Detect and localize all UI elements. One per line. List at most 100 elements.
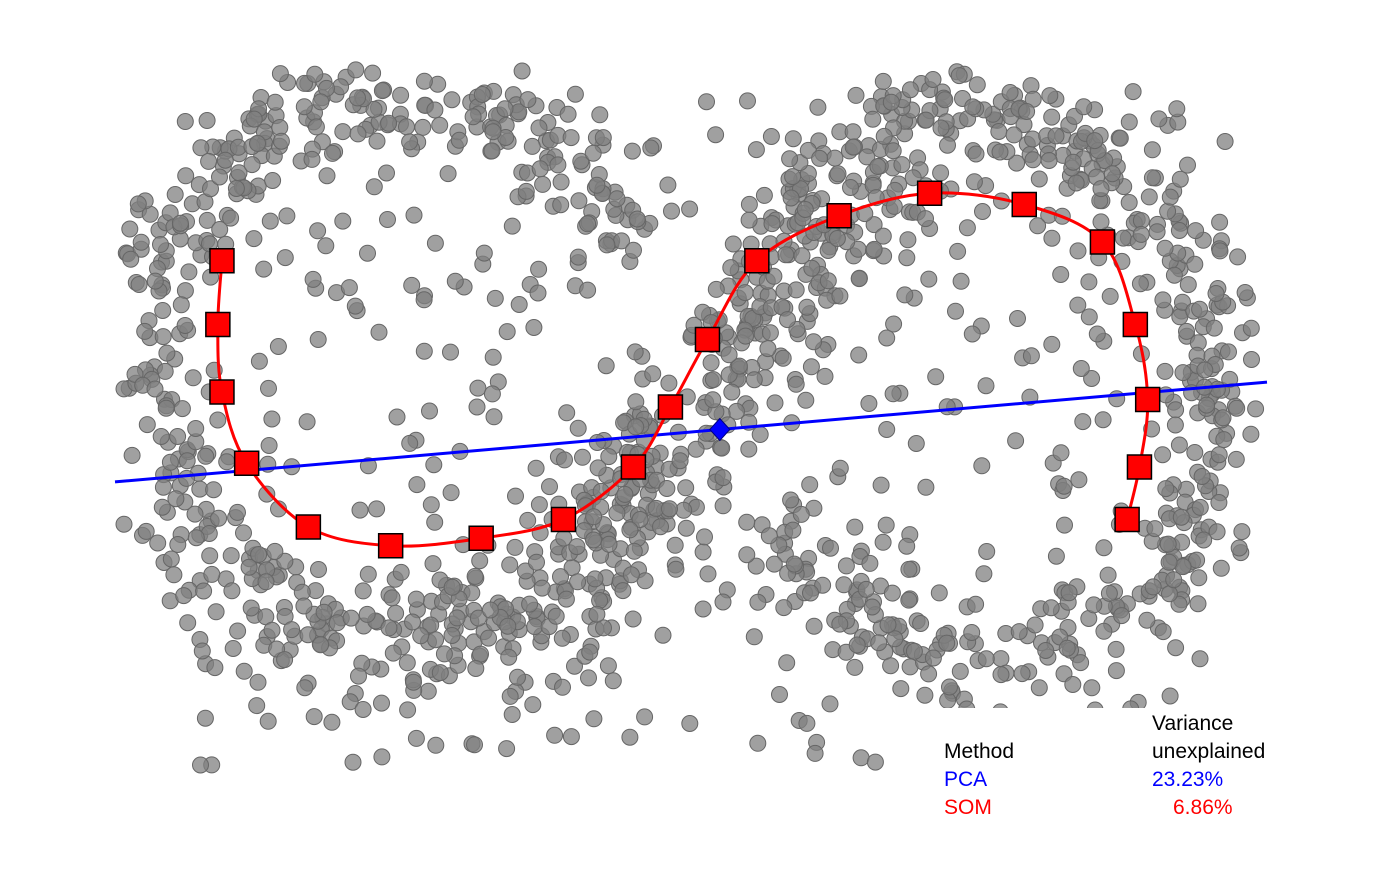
data-point xyxy=(900,560,918,578)
data-point xyxy=(466,567,484,585)
data-point xyxy=(687,440,705,458)
data-point xyxy=(1227,450,1245,468)
data-point xyxy=(792,505,810,523)
data-point xyxy=(831,287,849,305)
data-point xyxy=(552,568,569,586)
data-point xyxy=(384,644,402,662)
data-point xyxy=(589,459,607,477)
data-point xyxy=(1037,642,1055,659)
data-point xyxy=(1131,275,1149,293)
data-point xyxy=(222,209,240,227)
data-point xyxy=(594,129,612,147)
data-point xyxy=(745,628,763,646)
data-point xyxy=(1160,553,1178,571)
som-node xyxy=(1134,386,1161,413)
data-point xyxy=(938,398,956,416)
data-point xyxy=(266,93,284,111)
data-point xyxy=(1069,242,1087,260)
data-point xyxy=(884,142,902,160)
data-point xyxy=(991,143,1009,161)
data-point xyxy=(938,634,956,652)
data-point xyxy=(359,244,376,262)
data-point xyxy=(1229,248,1247,266)
data-point xyxy=(426,234,444,252)
data-point xyxy=(621,521,639,539)
data-point xyxy=(200,152,218,170)
data-point xyxy=(1005,126,1023,144)
data-point xyxy=(480,629,497,647)
data-point xyxy=(977,650,995,668)
data-point xyxy=(176,113,194,130)
som-node xyxy=(1011,191,1038,218)
data-point xyxy=(176,282,194,300)
data-point xyxy=(223,582,241,600)
data-point xyxy=(1178,322,1195,340)
data-point xyxy=(552,196,570,214)
data-point xyxy=(1072,360,1090,377)
data-point xyxy=(878,329,896,347)
data-point xyxy=(623,142,641,160)
data-point xyxy=(177,167,195,185)
data-point xyxy=(704,371,722,389)
data-point xyxy=(644,365,662,383)
data-point xyxy=(722,259,740,277)
data-point xyxy=(354,701,372,718)
data-point xyxy=(240,558,258,576)
data-point xyxy=(1172,508,1190,526)
data-point xyxy=(608,504,626,522)
data-point xyxy=(699,565,717,583)
data-point xyxy=(737,327,754,345)
data-point xyxy=(1208,523,1226,541)
data-point xyxy=(1179,156,1196,174)
data-point xyxy=(1165,266,1183,284)
data-point xyxy=(675,501,693,519)
data-point xyxy=(426,513,444,531)
data-point xyxy=(766,394,784,412)
data-point xyxy=(227,180,245,197)
data-point xyxy=(248,697,266,715)
legend: Variance unexplained Method PCA 23.23% S… xyxy=(938,708,1270,828)
data-point xyxy=(334,212,352,230)
data-point xyxy=(519,511,537,529)
data-point xyxy=(1166,416,1184,434)
data-point xyxy=(446,272,464,290)
data-point xyxy=(162,550,180,568)
data-point xyxy=(642,139,660,157)
data-point xyxy=(870,634,888,652)
data-point xyxy=(663,202,680,220)
data-point xyxy=(878,421,896,438)
data-point xyxy=(242,599,260,617)
data-point xyxy=(1060,584,1078,602)
data-point xyxy=(299,626,317,644)
data-point xyxy=(566,657,583,675)
data-point xyxy=(714,593,732,611)
data-point xyxy=(210,509,228,527)
data-point xyxy=(879,616,897,634)
data-point xyxy=(260,437,278,454)
data-point xyxy=(636,708,654,726)
data-point xyxy=(806,744,824,762)
data-point xyxy=(1041,87,1059,105)
data-point xyxy=(467,660,485,677)
data-point xyxy=(379,211,396,228)
data-point xyxy=(580,669,597,687)
data-point xyxy=(184,369,202,387)
data-point xyxy=(358,605,376,623)
data-point xyxy=(427,736,445,754)
data-point xyxy=(796,201,814,218)
data-point xyxy=(1075,98,1093,116)
data-point xyxy=(763,215,781,233)
data-point xyxy=(198,112,216,129)
data-point xyxy=(842,179,859,196)
data-point xyxy=(521,595,539,613)
data-point xyxy=(517,182,535,200)
legend-header-variance: Variance xyxy=(1152,712,1234,735)
data-point xyxy=(298,413,316,431)
data-point xyxy=(317,237,335,255)
data-point xyxy=(930,584,948,602)
data-point xyxy=(283,621,301,639)
data-point xyxy=(1167,401,1185,419)
data-point xyxy=(696,528,713,546)
data-point xyxy=(245,110,263,128)
data-point xyxy=(898,537,916,555)
